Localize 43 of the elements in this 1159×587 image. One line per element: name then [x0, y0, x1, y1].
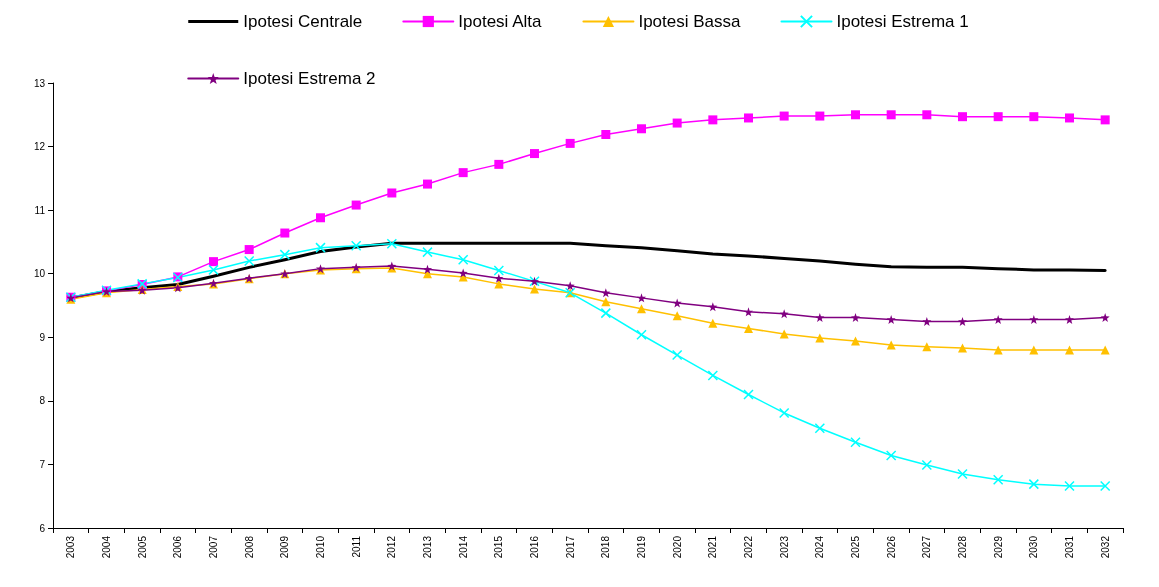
- legend-label: Ipotesi Alta: [458, 12, 543, 31]
- y-tick-label: 10: [33, 268, 46, 280]
- x-tick-label: 2028: [957, 535, 968, 559]
- x-tick-label: 2017: [564, 535, 576, 559]
- legend-label: Ipotesi Estrema 1: [836, 12, 969, 31]
- x-tick-label: 2030: [1028, 535, 1040, 559]
- x-tick-label: 2015: [493, 535, 505, 559]
- legend-label: Ipotesi Estrema 2: [243, 69, 376, 88]
- legend-label: Ipotesi Centrale: [243, 12, 363, 31]
- x-tick-label: 2014: [457, 535, 469, 559]
- x-tick-label: 2013: [422, 535, 433, 559]
- x-tick-label: 2026: [885, 535, 897, 559]
- x-tick-label: 2031: [1064, 535, 1075, 559]
- x-tick-label: 2005: [136, 535, 148, 559]
- legend-label: Ipotesi Bassa: [638, 12, 742, 31]
- x-tick-label: 2027: [921, 535, 933, 559]
- x-tick-label: 2023: [778, 535, 790, 559]
- x-tick-label: 2022: [743, 535, 754, 559]
- x-tick-label: 2020: [671, 535, 683, 559]
- x-tick-label: 2012: [386, 535, 398, 559]
- x-tick-label: 2019: [636, 535, 647, 559]
- x-tick-label: 2011: [350, 535, 362, 558]
- x-tick-label: 2010: [315, 535, 326, 559]
- y-tick-label: 7: [39, 458, 46, 470]
- x-tick-label: 2021: [707, 535, 719, 559]
- x-tick-label: 2016: [529, 535, 540, 559]
- x-tick-label: 2003: [65, 535, 77, 559]
- x-tick-label: 2024: [814, 535, 826, 559]
- x-tick-label: 2007: [208, 535, 219, 559]
- y-tick-label: 12: [33, 141, 46, 153]
- x-tick-label: 2032: [1099, 535, 1111, 559]
- y-tick-label: 6: [39, 522, 46, 534]
- x-tick-label: 2018: [600, 535, 612, 559]
- x-tick-label: 2006: [172, 535, 184, 559]
- y-tick-label: 8: [39, 395, 46, 407]
- x-tick-label: 2008: [243, 535, 255, 559]
- x-tick-label: 2029: [992, 535, 1004, 559]
- x-tick-label: 2025: [850, 535, 861, 559]
- x-tick-label: 2004: [101, 535, 112, 559]
- y-tick-label: 11: [34, 204, 46, 216]
- y-tick-label: 9: [39, 331, 46, 343]
- x-tick-label: 2009: [279, 535, 291, 559]
- y-tick-label: 13: [33, 77, 46, 89]
